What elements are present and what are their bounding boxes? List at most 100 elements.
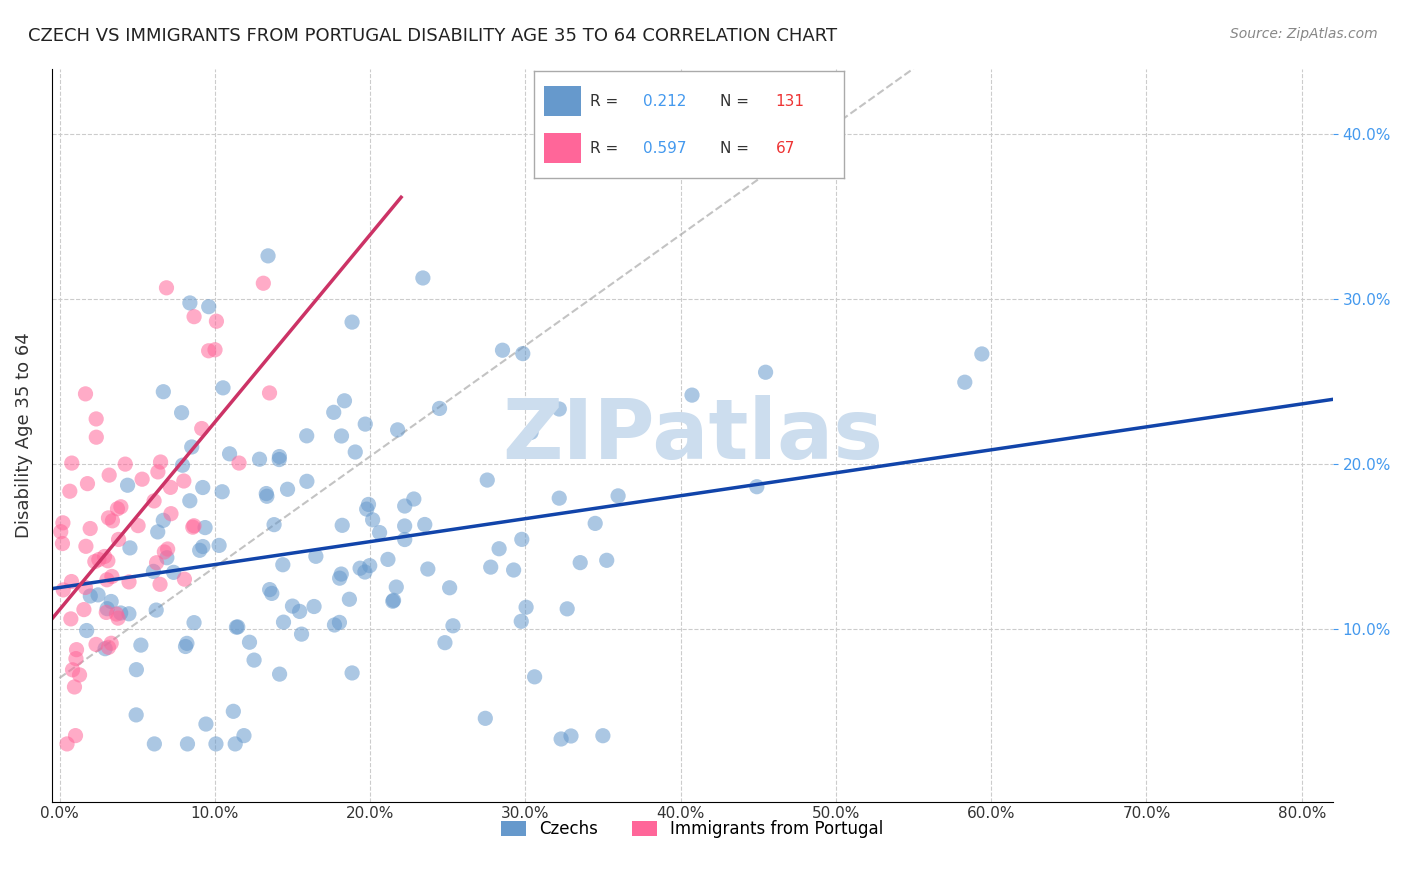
Czechs	[162, 566, 184, 580]
Czechs	[271, 558, 294, 572]
Czechs	[211, 484, 233, 499]
Czechs	[523, 670, 546, 684]
Immigrants from Portugal	[181, 520, 204, 534]
Immigrants from Portugal	[65, 642, 87, 657]
Czechs	[188, 543, 211, 558]
Immigrants from Portugal	[59, 612, 82, 626]
Czechs	[100, 594, 122, 608]
Czechs	[555, 602, 578, 616]
Czechs	[302, 599, 325, 614]
Czechs	[340, 315, 363, 329]
Czechs	[170, 406, 193, 420]
Czechs	[361, 513, 384, 527]
Czechs	[212, 381, 235, 395]
Czechs	[269, 452, 291, 467]
Czechs	[491, 343, 513, 358]
Czechs	[394, 499, 416, 513]
Czechs	[152, 384, 174, 399]
Czechs	[479, 560, 502, 574]
Czechs	[118, 607, 141, 621]
Czechs	[176, 737, 198, 751]
Czechs	[520, 425, 543, 440]
Czechs	[502, 563, 524, 577]
Immigrants from Portugal	[63, 680, 86, 694]
Immigrants from Portugal	[146, 465, 169, 479]
Czechs	[256, 489, 278, 503]
Czechs	[330, 518, 353, 533]
Czechs	[295, 429, 318, 443]
Immigrants from Portugal	[56, 737, 79, 751]
Czechs	[125, 663, 148, 677]
FancyBboxPatch shape	[544, 87, 581, 116]
Czechs	[145, 603, 167, 617]
Czechs	[377, 552, 399, 566]
Czechs	[143, 737, 166, 751]
Czechs	[387, 423, 409, 437]
Immigrants from Portugal	[205, 314, 228, 328]
Czechs	[260, 586, 283, 600]
Immigrants from Portugal	[107, 533, 129, 547]
Czechs	[583, 516, 606, 531]
Y-axis label: Disability Age 35 to 64: Disability Age 35 to 64	[15, 332, 32, 538]
Czechs	[344, 445, 367, 459]
Czechs	[330, 567, 353, 582]
Czechs	[259, 582, 281, 597]
Immigrants from Portugal	[65, 651, 87, 665]
Immigrants from Portugal	[173, 474, 195, 488]
Czechs	[222, 704, 245, 718]
Immigrants from Portugal	[131, 472, 153, 486]
Czechs	[394, 533, 416, 547]
Czechs	[156, 550, 179, 565]
Czechs	[180, 440, 202, 454]
Immigrants from Portugal	[79, 522, 101, 536]
Czechs	[94, 641, 117, 656]
Immigrants from Portugal	[69, 668, 91, 682]
Immigrants from Portugal	[118, 574, 141, 589]
Immigrants from Portugal	[97, 554, 120, 568]
Immigrants from Portugal	[96, 573, 118, 587]
Czechs	[550, 731, 572, 746]
Immigrants from Portugal	[62, 663, 84, 677]
Czechs	[359, 558, 381, 573]
Text: 0.212: 0.212	[643, 94, 686, 109]
Czechs	[205, 737, 228, 751]
Czechs	[357, 498, 380, 512]
Immigrants from Portugal	[105, 607, 128, 621]
Immigrants from Portugal	[155, 281, 177, 295]
Czechs	[125, 707, 148, 722]
Czechs	[249, 452, 271, 467]
Czechs	[330, 429, 353, 443]
Czechs	[197, 300, 219, 314]
Czechs	[385, 580, 408, 594]
Czechs	[474, 711, 496, 725]
Immigrants from Portugal	[100, 636, 122, 650]
Immigrants from Portugal	[97, 640, 120, 655]
Czechs	[356, 502, 378, 516]
Immigrants from Portugal	[83, 555, 105, 569]
Immigrants from Portugal	[127, 518, 149, 533]
Immigrants from Portugal	[160, 507, 183, 521]
Czechs	[238, 635, 260, 649]
Czechs	[179, 296, 201, 310]
Czechs	[152, 513, 174, 527]
Text: 0.597: 0.597	[643, 141, 686, 156]
Immigrants from Portugal	[84, 430, 107, 444]
Czechs	[329, 571, 352, 585]
Text: 67: 67	[776, 141, 794, 156]
Czechs	[194, 717, 217, 731]
Czechs	[441, 619, 464, 633]
Immigrants from Portugal	[156, 541, 179, 556]
Czechs	[394, 519, 416, 533]
Czechs	[110, 606, 132, 620]
Czechs	[118, 541, 141, 555]
Czechs	[510, 615, 533, 629]
Czechs	[340, 665, 363, 680]
Czechs	[382, 593, 405, 607]
Immigrants from Portugal	[197, 343, 219, 358]
Immigrants from Portugal	[75, 387, 97, 401]
Legend: Czechs, Immigrants from Portugal: Czechs, Immigrants from Portugal	[495, 814, 890, 845]
Immigrants from Portugal	[101, 514, 124, 528]
Immigrants from Portugal	[101, 569, 124, 583]
Czechs	[191, 481, 214, 495]
Immigrants from Portugal	[204, 343, 226, 357]
